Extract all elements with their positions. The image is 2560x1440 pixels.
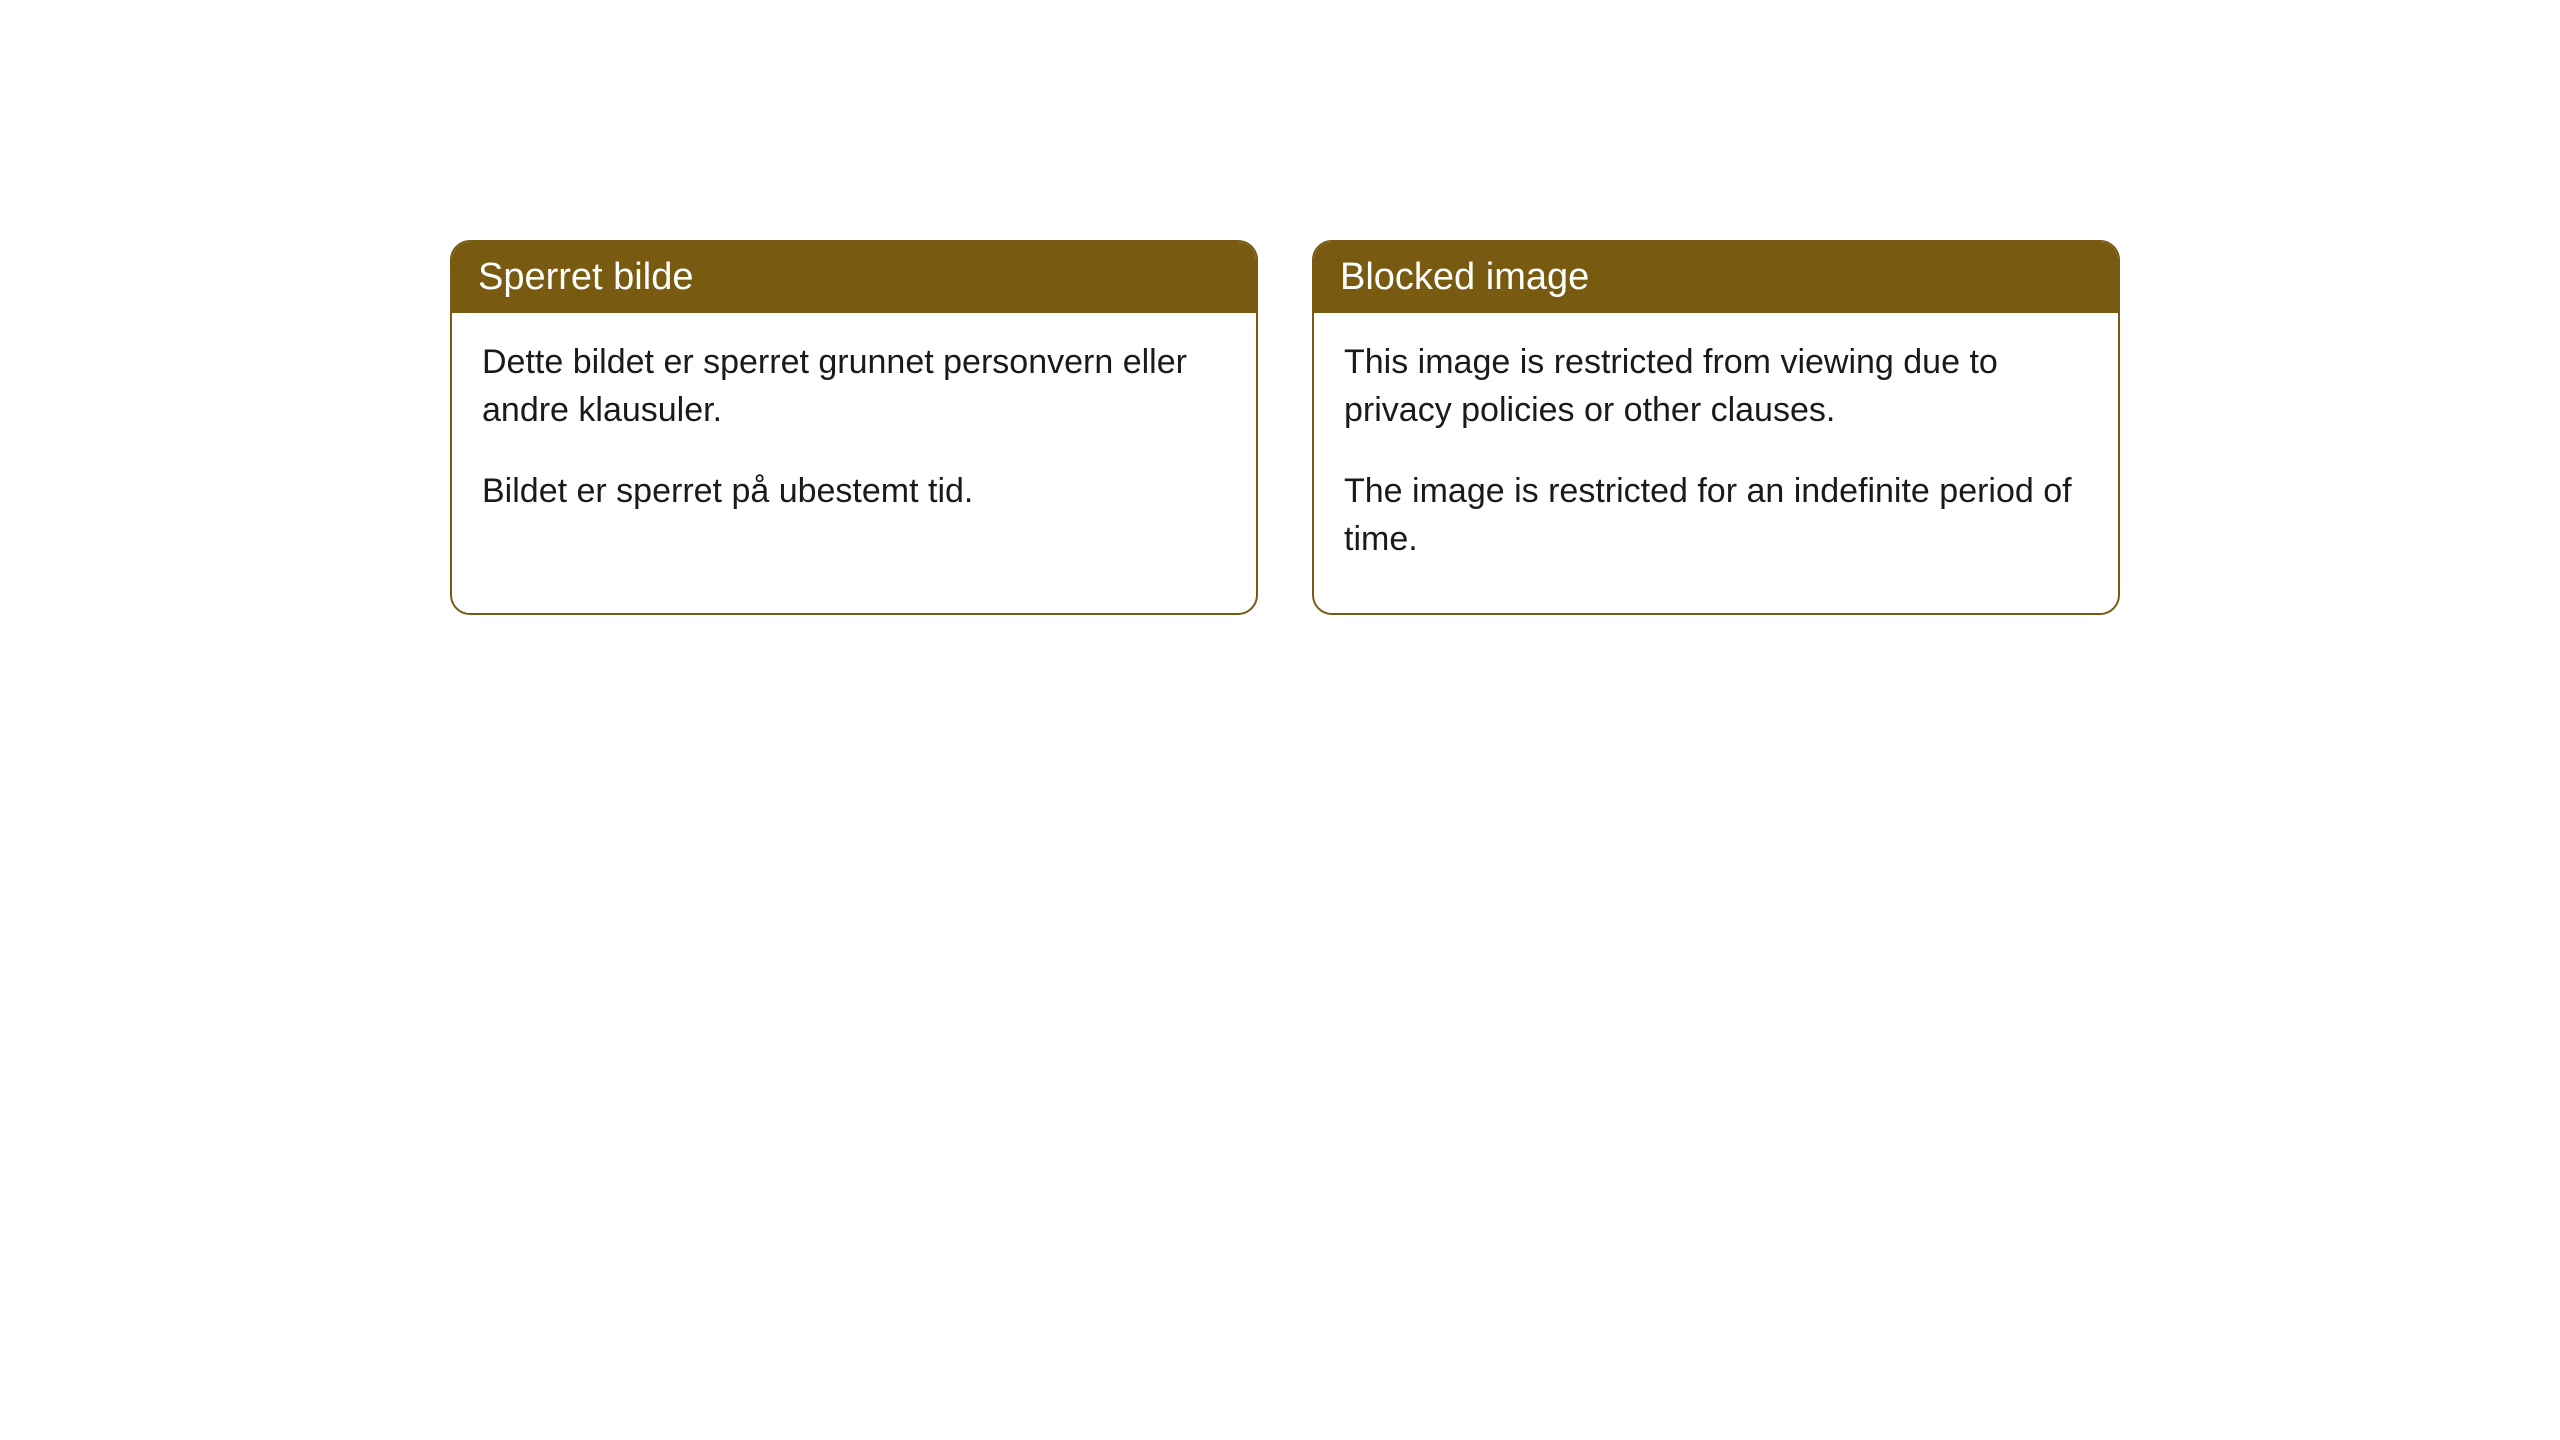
card-body-en: This image is restricted from viewing du… [1314, 313, 2118, 613]
card-title-en: Blocked image [1340, 256, 1589, 298]
card-para1-en: This image is restricted from viewing du… [1344, 339, 2088, 434]
blocked-image-card-en: Blocked image This image is restricted f… [1312, 240, 2120, 615]
cards-container: Sperret bilde Dette bildet er sperret gr… [0, 0, 2560, 615]
card-title-no: Sperret bilde [478, 256, 693, 298]
card-body-no: Dette bildet er sperret grunnet personve… [452, 313, 1256, 566]
card-header-en: Blocked image [1314, 242, 2118, 313]
card-para2-en: The image is restricted for an indefinit… [1344, 468, 2088, 563]
blocked-image-card-no: Sperret bilde Dette bildet er sperret gr… [450, 240, 1258, 615]
card-para2-no: Bildet er sperret på ubestemt tid. [482, 468, 1226, 516]
card-header-no: Sperret bilde [452, 242, 1256, 313]
card-para1-no: Dette bildet er sperret grunnet personve… [482, 339, 1226, 434]
